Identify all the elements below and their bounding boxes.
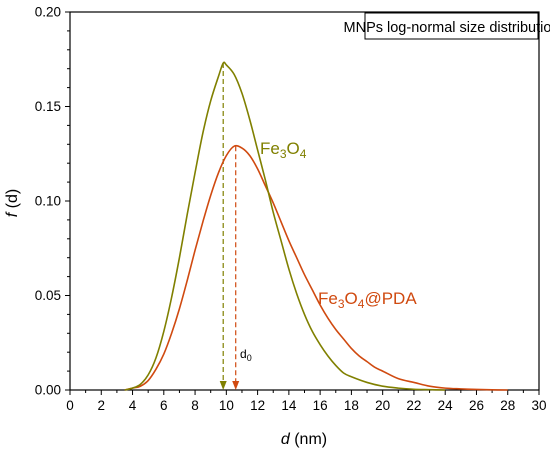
- mode-arrow-0: [219, 381, 227, 390]
- d0-sub: 0: [247, 353, 252, 363]
- d0-main: d: [240, 347, 247, 361]
- series-label-fe3o4-pda: Fe3O4@PDA: [318, 289, 417, 311]
- series-label-pda-part: O: [345, 289, 358, 308]
- x-tick-label: 4: [129, 398, 137, 413]
- x-tick-label: 20: [375, 398, 390, 413]
- y-axis-label: f (d): [4, 189, 21, 217]
- x-axis: 0 2 4 6 8 10 12 14 16 18 20 22 24 26 28 30: [66, 390, 547, 413]
- x-tick-label: 2: [98, 398, 106, 413]
- series-label-pda-part: @PDA: [364, 289, 417, 308]
- x-tick-label: 8: [191, 398, 199, 413]
- series-line-1: [124, 144, 508, 391]
- x-tick-label: 28: [500, 398, 515, 413]
- chart-title: MNPs log-normal size distribution: [344, 20, 550, 36]
- series-label-fe3o4-sub: 3: [280, 147, 287, 161]
- series-label-fe3o4-sub: 4: [300, 147, 307, 161]
- x-tick-label: 14: [281, 398, 297, 413]
- mode-arrow-1: [232, 381, 240, 390]
- series-label-fe3o4: Fe3O4: [260, 139, 307, 161]
- series-label-pda-part: Fe: [318, 289, 338, 308]
- y-axis-label-var: f: [4, 211, 21, 217]
- title-box-border: [364, 12, 539, 40]
- x-tick-label: 12: [250, 398, 265, 413]
- x-tick-label: 16: [313, 398, 328, 413]
- plot-frame: [69, 11, 540, 391]
- x-tick-label: 26: [469, 398, 484, 413]
- x-tick-label: 6: [160, 398, 168, 413]
- series-line-0: [124, 61, 446, 391]
- x-tick-label: 22: [406, 398, 421, 413]
- y-tick-label: 0.20: [35, 5, 61, 20]
- mode-drop-lines: [219, 63, 240, 390]
- x-tick-label: 0: [66, 398, 74, 413]
- y-tick-label: 0.15: [35, 99, 61, 114]
- plot-area: [69, 11, 540, 391]
- series-label-pda-sub: 4: [358, 297, 365, 311]
- d0-annotation: d0: [240, 347, 252, 363]
- series-label-pda-sub: 3: [338, 297, 345, 311]
- y-axis: 0.00 0.05 0.10 0.15 0.20: [35, 5, 70, 398]
- y-tick-label: 0.05: [35, 288, 61, 303]
- y-axis-label-unit: (d): [4, 189, 21, 213]
- series-curves: [124, 61, 508, 391]
- x-tick-label: 18: [344, 398, 359, 413]
- x-axis-label-unit: (nm): [290, 431, 327, 448]
- series-label-fe3o4-part: O: [287, 139, 300, 158]
- x-tick-label: 24: [438, 398, 454, 413]
- x-axis-label: d (nm): [281, 431, 327, 448]
- title-box: MNPs log-normal size distribution: [344, 12, 550, 40]
- x-tick-label: 10: [219, 398, 234, 413]
- x-tick-label: 30: [531, 398, 546, 413]
- y-tick-label: 0.00: [35, 383, 61, 398]
- x-axis-label-var: d: [281, 431, 291, 448]
- series-label-fe3o4-part: Fe: [260, 139, 280, 158]
- y-tick-label: 0.10: [35, 194, 61, 209]
